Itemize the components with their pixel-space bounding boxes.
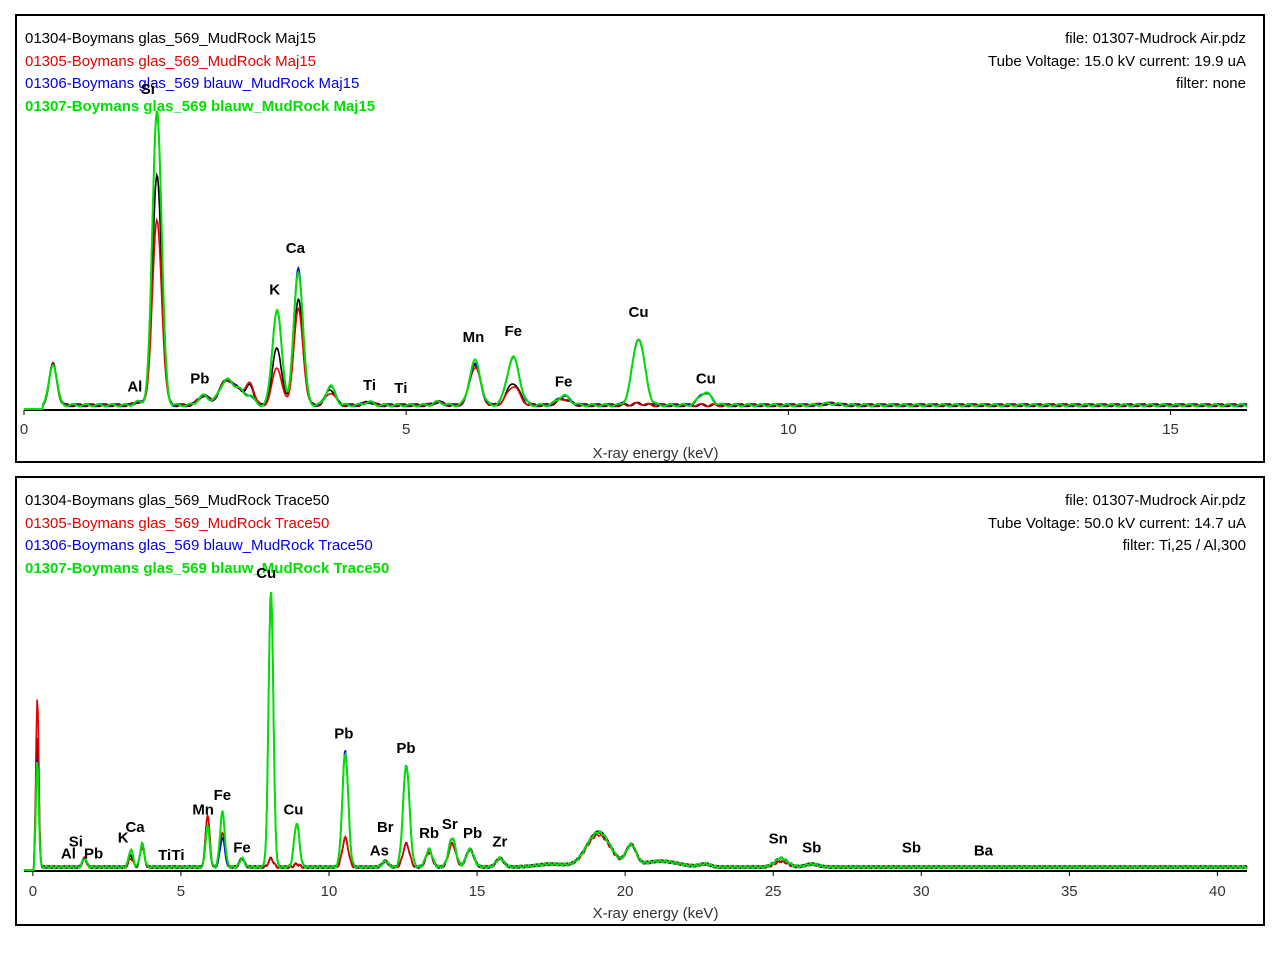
legend-entry: 01307-Boymans glas_569 blauw_MudRock Tra… bbox=[25, 559, 390, 577]
element-peak-label: Sn bbox=[769, 831, 788, 848]
spectrum-series-line bbox=[24, 110, 1248, 410]
legend-entry: 01305-Boymans glas_569_MudRock Trace50 bbox=[25, 514, 330, 532]
element-peak-label: Ca bbox=[125, 819, 145, 836]
file-label: file: 01307-Mudrock Air.pdz bbox=[1065, 30, 1246, 47]
element-peak-label: Mn bbox=[192, 802, 214, 819]
measurement-info: file: 01307-Mudrock Air.pdz Tube Voltage… bbox=[988, 490, 1246, 558]
element-peak-label: K bbox=[269, 282, 280, 299]
element-peak-label: Br bbox=[377, 819, 394, 836]
spectrum-panel-major: 01304-Boymans glas_569_MudRock Maj15 013… bbox=[15, 14, 1265, 463]
x-tick-label: 25 bbox=[765, 883, 782, 900]
element-peak-label: Cu bbox=[256, 565, 276, 582]
element-peak-label: Sb bbox=[902, 839, 921, 856]
element-peak-label: Rb bbox=[419, 825, 439, 842]
legend: 01304-Boymans glas_569_MudRock Trace50 0… bbox=[25, 490, 389, 580]
x-axis-label: X-ray energy (keV) bbox=[593, 905, 719, 922]
element-peak-label: Sr bbox=[442, 816, 458, 833]
spectrum-plot: 0 5 10 15 X-ray energy (keV) Al Si Pb K Ca Ti Ti Mn F… bbox=[20, 81, 1248, 461]
legend: 01304-Boymans glas_569_MudRock Maj15 013… bbox=[25, 28, 375, 118]
element-peak-label: Ti bbox=[363, 377, 376, 394]
element-peak-label: Pb bbox=[334, 726, 353, 743]
legend-entry: 01304-Boymans glas_569_MudRock Maj15 bbox=[25, 30, 317, 47]
filter-label: filter: Ti,25 / Al,300 bbox=[1122, 537, 1246, 554]
element-peak-label: Pb bbox=[190, 371, 209, 388]
tube-voltage-label: Tube Voltage: 15.0 kV current: 19.9 uA bbox=[988, 52, 1246, 70]
x-tick-label: 35 bbox=[1061, 883, 1078, 900]
x-tick-label: 0 bbox=[20, 421, 28, 438]
filter-label: filter: none bbox=[1175, 75, 1246, 92]
spectrum-plot: 0 5 10 15 20 25 30 35 40X-ray energy (keV)AlSiPb… bbox=[24, 565, 1248, 922]
element-peak-label: Fe bbox=[214, 787, 232, 804]
element-peak-label: Si bbox=[69, 834, 83, 851]
file-label: file: 01307-Mudrock Air.pdz bbox=[1065, 492, 1246, 509]
element-peak-label: As bbox=[370, 842, 389, 859]
legend-entry: 01305-Boymans glas_569_MudRock Maj15 bbox=[25, 52, 317, 70]
x-tick-label: 5 bbox=[177, 883, 185, 900]
x-tick-label: 10 bbox=[780, 421, 797, 438]
element-peak-label: Si bbox=[141, 81, 155, 98]
x-tick-label: 5 bbox=[402, 421, 410, 438]
x-tick-label: 15 bbox=[1162, 421, 1179, 438]
legend-entry: 01307-Boymans glas_569 blauw_MudRock Maj… bbox=[25, 97, 376, 115]
element-peak-label: K bbox=[118, 829, 129, 846]
element-peak-label: Al bbox=[127, 379, 142, 396]
element-peak-label: Ti bbox=[158, 847, 171, 864]
legend-entry: 01306-Boymans glas_569 blauw_MudRock Tra… bbox=[25, 537, 373, 554]
measurement-info: file: 01307-Mudrock Air.pdz Tube Voltage… bbox=[988, 28, 1246, 96]
legend-entry: 01306-Boymans glas_569 blauw_MudRock Maj… bbox=[25, 75, 360, 92]
spectrum-series-line bbox=[24, 699, 1248, 871]
x-tick-label: 0 bbox=[29, 883, 37, 900]
element-peak-label: Ti bbox=[171, 847, 184, 864]
element-peak-label: Mn bbox=[463, 329, 485, 346]
element-peak-label: Pb bbox=[84, 845, 103, 862]
x-tick-label: 15 bbox=[469, 883, 486, 900]
element-peak-label: Cu bbox=[696, 371, 716, 388]
element-peak-label: Sb bbox=[802, 839, 821, 856]
element-peak-label: Fe bbox=[233, 839, 251, 856]
element-peak-label: Cu bbox=[629, 304, 649, 321]
element-peak-label: Zr bbox=[492, 834, 507, 851]
element-peak-label: Al bbox=[61, 845, 76, 862]
element-peak-label: Cu bbox=[283, 802, 303, 819]
spectrum-series-line bbox=[24, 113, 1248, 410]
element-peak-label: Ba bbox=[974, 842, 994, 859]
x-tick-label: 10 bbox=[321, 883, 338, 900]
x-tick-label: 20 bbox=[617, 883, 634, 900]
element-peak-label: Fe bbox=[555, 374, 573, 391]
x-tick-label: 40 bbox=[1209, 883, 1226, 900]
element-peak-label: Ca bbox=[286, 240, 306, 257]
element-peak-label: Pb bbox=[463, 825, 482, 842]
element-peak-label: Pb bbox=[396, 740, 415, 757]
element-peak-label: Fe bbox=[504, 323, 522, 340]
spectrum-series-line bbox=[24, 591, 1248, 871]
tube-voltage-label: Tube Voltage: 50.0 kV current: 14.7 uA bbox=[988, 514, 1246, 532]
spectrum-panel-trace: 01304-Boymans glas_569_MudRock Trace50 0… bbox=[15, 476, 1265, 926]
element-peak-label: Ti bbox=[394, 380, 407, 397]
legend-entry: 01304-Boymans glas_569_MudRock Trace50 bbox=[25, 492, 330, 509]
x-tick-label: 30 bbox=[913, 883, 930, 900]
x-axis-label: X-ray energy (keV) bbox=[593, 445, 719, 461]
